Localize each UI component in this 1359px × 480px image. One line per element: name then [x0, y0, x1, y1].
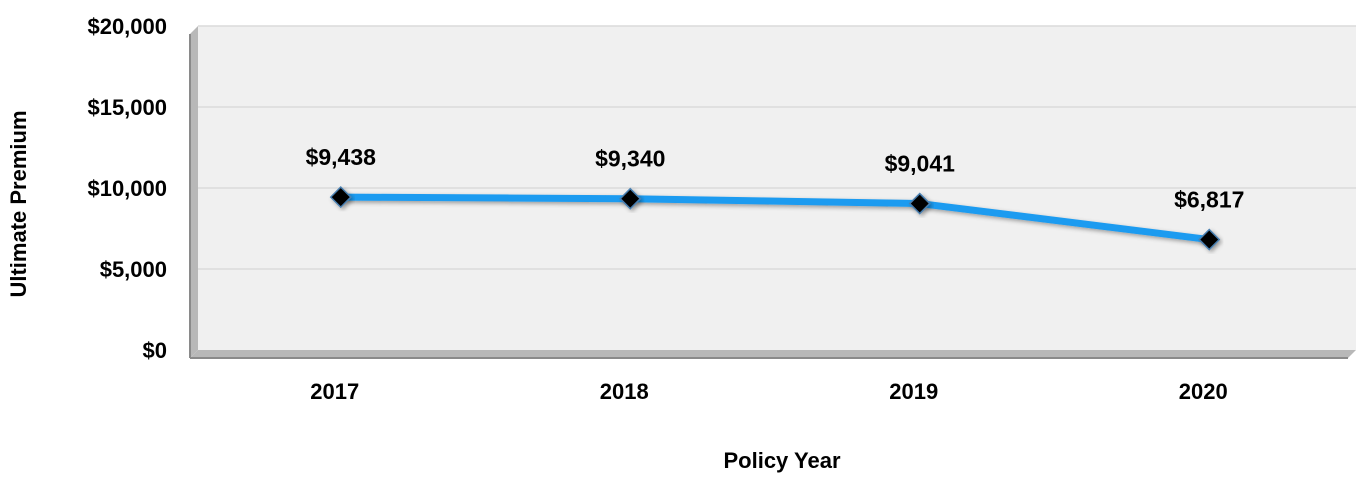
- y-tick-label: $5,000: [100, 257, 167, 282]
- data-point-marker: [619, 187, 642, 210]
- data-label: $6,817: [1174, 187, 1244, 213]
- x-tick-label: 2017: [310, 379, 359, 404]
- data-label: $9,340: [595, 146, 665, 172]
- data-label: $9,438: [306, 144, 377, 170]
- data-point-marker: [908, 192, 931, 215]
- series-line: [337, 193, 1213, 244]
- x-axis-title: Policy Year: [723, 448, 840, 473]
- data-point-marker: [1198, 228, 1221, 251]
- x-tick-label: 2020: [1179, 379, 1228, 404]
- data-label: $9,041: [885, 151, 956, 177]
- x-tick-label: 2018: [600, 379, 649, 404]
- data-point-marker: [329, 186, 352, 209]
- y-axis-title: Ultimate Premium: [6, 110, 31, 297]
- y-axis-wall: [190, 26, 198, 358]
- x-tick-label: 2019: [889, 379, 938, 404]
- x-axis-floor: [190, 350, 1356, 358]
- y-tick-label: $15,000: [87, 95, 167, 120]
- y-tick-label: $20,000: [87, 14, 167, 39]
- y-tick-label: $10,000: [87, 176, 167, 201]
- y-tick-label: $0: [143, 338, 167, 363]
